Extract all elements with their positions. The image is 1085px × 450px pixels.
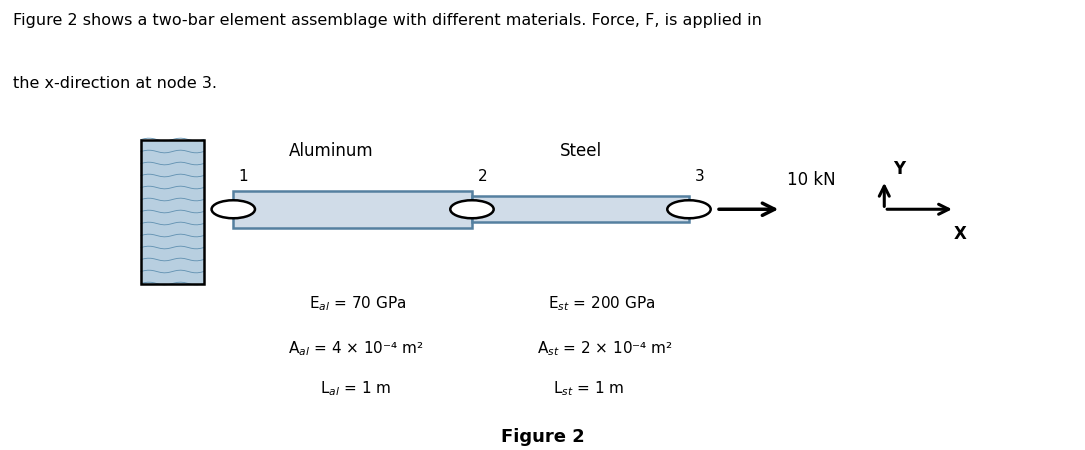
Circle shape	[212, 200, 255, 218]
Text: 3: 3	[694, 170, 704, 184]
Text: 2: 2	[477, 170, 487, 184]
Text: the x-direction at node 3.: the x-direction at node 3.	[13, 76, 217, 91]
Text: Y: Y	[893, 160, 905, 178]
Text: A$_{st}$ = 2 × 10⁻⁴ m²: A$_{st}$ = 2 × 10⁻⁴ m²	[537, 339, 673, 358]
Text: 10 kN: 10 kN	[787, 171, 835, 189]
Text: Aluminum: Aluminum	[289, 142, 373, 160]
Text: L$_{st}$ = 1 m: L$_{st}$ = 1 m	[553, 379, 625, 398]
Bar	[141, 140, 204, 284]
Text: Steel: Steel	[560, 142, 601, 160]
Bar	[472, 196, 689, 222]
Text: A$_{al}$ = 4 × 10⁻⁴ m²: A$_{al}$ = 4 × 10⁻⁴ m²	[288, 339, 423, 358]
Text: Figure 2 shows a two-bar element assemblage with different materials. Force, F, : Figure 2 shows a two-bar element assembl…	[13, 14, 762, 28]
Text: E$_{al}$ = 70 GPa: E$_{al}$ = 70 GPa	[309, 294, 407, 313]
Circle shape	[667, 200, 711, 218]
Text: L$_{al}$ = 1 m: L$_{al}$ = 1 m	[320, 379, 392, 398]
Text: Figure 2: Figure 2	[500, 428, 585, 446]
Text: 1: 1	[239, 170, 248, 184]
Text: E$_{st}$ = 200 GPa: E$_{st}$ = 200 GPa	[548, 294, 655, 313]
Text: X: X	[954, 225, 967, 243]
Bar	[233, 191, 472, 228]
Circle shape	[450, 200, 494, 218]
Bar	[141, 140, 204, 284]
